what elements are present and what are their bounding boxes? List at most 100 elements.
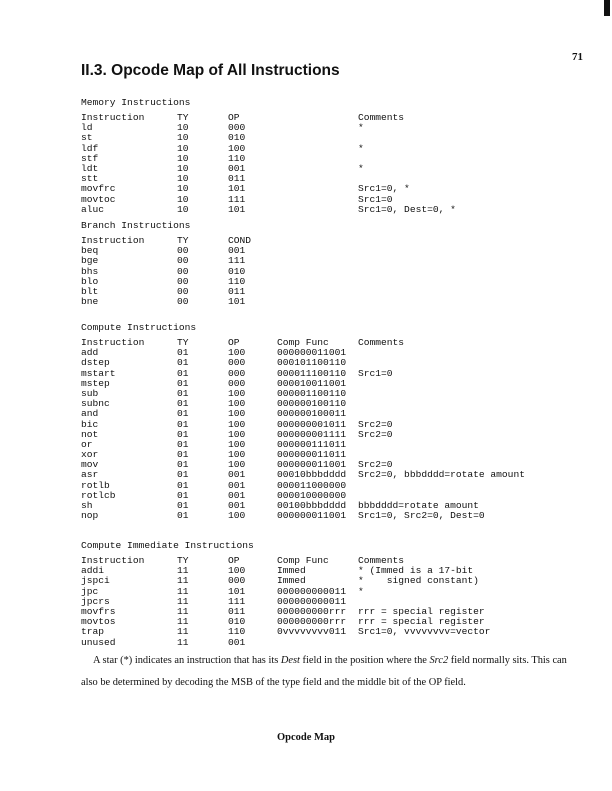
cell: 0vvvvvvvv011 <box>277 626 347 638</box>
scan-mark <box>604 0 610 16</box>
cell: rrr = special register <box>358 616 485 628</box>
table-row: not 01 100 000000001111 Src2=0 <box>81 428 393 440</box>
cell: asr <box>81 469 99 481</box>
cell: subnc <box>81 398 110 410</box>
cell: 011 <box>228 173 246 185</box>
cell: * <box>358 122 364 134</box>
table-row: jpcrs 11 111 000000000011 <box>81 596 346 607</box>
cell: * <box>358 162 364 174</box>
table-row: rotlb 01 001 000011000000 <box>81 479 346 491</box>
table-row: movtoc 10 111 Src1=0 <box>81 193 393 205</box>
cell: 000000100011 <box>277 408 347 420</box>
cell: movfrc <box>81 183 116 195</box>
cell: not <box>81 428 99 440</box>
table-row: movfrs 11 011 000000000rrr rrr = special reg… <box>81 606 485 617</box>
cell: unused <box>81 636 116 648</box>
cell: 000 <box>228 122 246 134</box>
cell: 100 <box>228 347 246 359</box>
note-text: field normally sits. This can <box>448 655 567 666</box>
cell: 10 <box>177 193 189 205</box>
cell: mstep <box>81 377 110 389</box>
cell: 01 <box>177 428 189 440</box>
cell: OP <box>228 112 240 123</box>
table-row: ldt 10 001 * <box>81 162 364 174</box>
cell: 100 <box>228 142 246 154</box>
cell: Immed <box>277 575 306 587</box>
cell: mstart <box>81 367 116 379</box>
cell: 00100bbbdddd <box>277 500 347 511</box>
cell: 000011100110 <box>277 367 347 379</box>
note-src2: Src2 <box>429 655 449 666</box>
cell: addi <box>81 565 105 577</box>
cell: sub <box>81 387 99 399</box>
table-header-row: Instruction TY OP Comp Func Comments <box>81 337 404 348</box>
cell: 01 <box>177 510 189 522</box>
note-text: A star (*) indicates an instruction that… <box>93 655 281 666</box>
table-row: stf 10 110 <box>81 153 245 164</box>
cell: dstep <box>81 357 110 369</box>
section-heading: Branch Instructions <box>81 220 191 231</box>
cell: 010 <box>228 616 246 628</box>
cell: 001 <box>228 469 246 481</box>
cell: 001 <box>228 500 246 511</box>
cell: or <box>81 438 93 450</box>
cell: 101 <box>228 585 246 597</box>
cell: 11 <box>177 565 189 577</box>
table-row: ldf 10 100 * <box>81 143 364 154</box>
table-row: bne 00 101 <box>81 296 245 307</box>
cell: OP <box>228 337 240 348</box>
cell: 01 <box>177 500 189 511</box>
cell: 01 <box>177 377 189 389</box>
cell: 000000001011 <box>277 418 347 430</box>
table-row: ld 10 000 * <box>81 122 364 133</box>
cell: bic <box>81 418 99 430</box>
cell: Src1=0, * <box>358 183 410 195</box>
table-row: bic 01 100 000000001011 Src2=0 <box>81 418 393 430</box>
cell: 100 <box>228 510 246 522</box>
cell: 100 <box>228 449 246 461</box>
cell: 110 <box>228 275 246 287</box>
cell: TY <box>177 555 189 566</box>
section-heading: Memory Instructions <box>81 97 191 108</box>
cell: Comp Func <box>277 337 329 348</box>
cell: rrr = special register <box>358 605 485 617</box>
cell: 010 <box>228 265 246 277</box>
cell: ldt <box>81 162 99 174</box>
cell: blt <box>81 285 99 297</box>
cell: 01 <box>177 449 189 461</box>
cell: 11 <box>177 585 189 597</box>
cell: 10 <box>177 183 189 195</box>
cell: 000010000000 <box>277 489 347 501</box>
cell: 11 <box>177 626 189 638</box>
cell: TY <box>177 337 189 348</box>
cell: rotlb <box>81 479 110 491</box>
cell: 000 <box>228 367 246 379</box>
cell: 01 <box>177 398 189 410</box>
cell: 000 <box>228 377 246 389</box>
cell: OP <box>228 555 240 566</box>
cell: 001 <box>228 489 246 501</box>
cell: 000010011001 <box>277 377 347 389</box>
cell: 00 <box>177 255 189 267</box>
cell: Instruction <box>81 235 145 246</box>
cell: 010 <box>228 132 246 144</box>
cell: * <box>358 585 364 597</box>
cell: Instruction <box>81 112 145 123</box>
cell: 00 <box>177 245 189 257</box>
table-row: movtos 11 010 000000000rrr rrr = special reg… <box>81 616 485 628</box>
table-row: mov 01 100 000000011001 Src2=0 <box>81 459 393 471</box>
cell: 01 <box>177 459 189 471</box>
cell: TY <box>177 112 189 123</box>
cell: 000000011001 <box>277 459 347 471</box>
cell: 10 <box>177 162 189 174</box>
cell: 000000011011 <box>277 449 347 461</box>
table-row: add 01 100 000000011001 <box>81 347 346 359</box>
cell: 000000011001 <box>277 510 347 522</box>
table-header-row: Instruction TY OP Comp Func Comments <box>81 555 404 566</box>
table-header-row: Instruction TY OP Comments <box>81 112 404 123</box>
cell: 101 <box>228 203 246 215</box>
cell: blo <box>81 275 99 287</box>
cell: * signed constant) <box>358 575 479 587</box>
cell: add <box>81 347 99 359</box>
cell: * (Immed is a 17-bit <box>358 565 474 577</box>
